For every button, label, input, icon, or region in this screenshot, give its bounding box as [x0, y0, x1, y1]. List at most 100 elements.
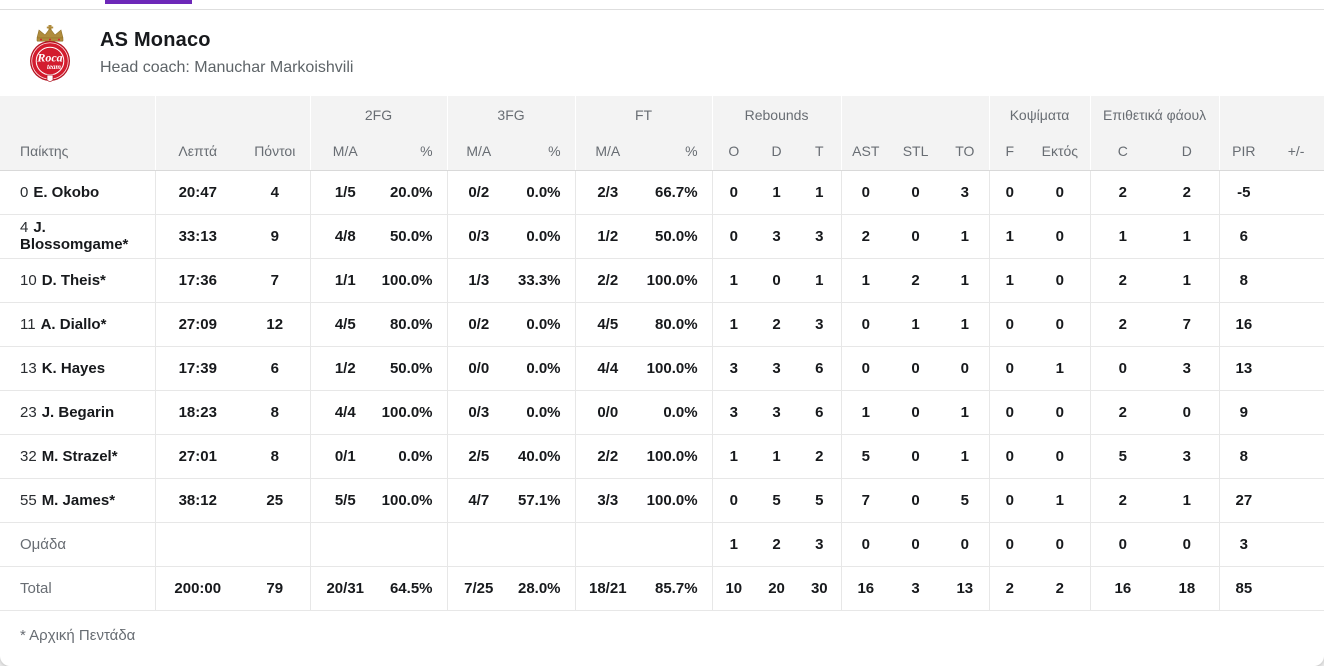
stat-cell: 0.0%	[510, 302, 576, 347]
stat-cell: 0	[1030, 522, 1091, 567]
stat-cell: 85	[1218, 566, 1269, 611]
stat-cell: 0	[890, 434, 942, 479]
player-number: 32	[20, 447, 37, 465]
player-name[interactable]: J. Begarin	[41, 403, 115, 421]
stat-cell: 18:23	[154, 390, 240, 435]
col-ft-pct: %	[640, 133, 713, 171]
stat-cell: 3	[711, 390, 756, 435]
stat-cell: 1/1	[309, 258, 380, 303]
stat-cell: 1	[1089, 214, 1156, 259]
player-cell: 11 A. Diallo*	[0, 302, 155, 347]
player-name[interactable]: M. James*	[41, 491, 116, 509]
stat-cell: 1	[941, 302, 990, 347]
stat-cell: 100.0%	[640, 478, 713, 523]
stat-cell: 3	[1218, 522, 1269, 567]
stat-cell: 100.0%	[640, 434, 713, 479]
team-logo-icon: Roca team	[30, 25, 70, 82]
stat-cell: 7	[840, 478, 891, 523]
stat-cell: 0	[1030, 214, 1091, 259]
stat-cell: 3	[1155, 434, 1220, 479]
stat-cell: 1	[941, 390, 990, 435]
col-pir: PIR	[1218, 133, 1269, 171]
stat-cell: 50.0%	[380, 346, 448, 391]
stat-cell: 2	[755, 522, 799, 567]
stat-cell: 20.0%	[380, 170, 448, 215]
stat-cell: 0	[890, 390, 942, 435]
col-player: Παίκτης	[0, 133, 155, 171]
stat-cell: 57.1%	[510, 478, 576, 523]
stat-cell: 0	[988, 434, 1031, 479]
stat-cell: 4/4	[309, 390, 380, 435]
stat-cell	[240, 522, 310, 567]
column-header-row: Παίκτης Λεπτά Πόντοι M/A % M/A % M/A % O…	[0, 133, 1324, 171]
stat-cell: 50.0%	[640, 214, 713, 259]
stat-cell: 4/5	[574, 302, 641, 347]
stat-cell: 100.0%	[380, 390, 448, 435]
stat-cell: 0	[988, 170, 1031, 215]
stat-cell: 3	[755, 346, 799, 391]
stat-cell: 1/3	[446, 258, 511, 303]
player-name[interactable]: K. Hayes	[41, 359, 106, 377]
stat-cell: 0/3	[446, 390, 511, 435]
col-fouls-c: C	[1089, 133, 1156, 171]
stat-cell	[1268, 566, 1324, 611]
stat-cell	[1268, 302, 1324, 347]
stat-cell: 0	[988, 522, 1031, 567]
stat-cell: -5	[1218, 170, 1269, 215]
stat-cell: 27:09	[154, 302, 240, 347]
team-row-label: Ομάδα	[20, 535, 67, 553]
stat-cell: 0	[988, 478, 1031, 523]
player-name[interactable]: E. Okobo	[33, 183, 100, 201]
player-name[interactable]: M. Strazel*	[41, 447, 118, 465]
player-cell: 55 M. James*	[0, 478, 155, 523]
stat-cell: 0	[840, 170, 891, 215]
stat-cell	[510, 522, 576, 567]
col-reb-o: O	[711, 133, 756, 171]
stat-cell: 27	[1218, 478, 1269, 523]
stat-cell: 2	[890, 258, 942, 303]
stat-cell: 0/0	[446, 346, 511, 391]
table-row: 23 J. Begarin 18:23 8 4/4 100.0% 0/3 0.0% 0/0 0.0…	[0, 390, 1324, 435]
stat-cell: 3	[941, 170, 990, 215]
stat-cell: 0.0%	[510, 214, 576, 259]
stat-cell: 80.0%	[380, 302, 448, 347]
stat-cell: 1/2	[574, 214, 641, 259]
table-row: 55 M. James* 38:12 25 5/5 100.0% 4/7 57.1% 3/3 10…	[0, 478, 1324, 523]
stat-cell: 1	[798, 258, 842, 303]
stat-cell: 5/5	[309, 478, 380, 523]
stat-cell	[1268, 434, 1324, 479]
stat-cell: 0	[1030, 434, 1091, 479]
group-header-empty	[1218, 96, 1324, 133]
total-row-label: Total	[20, 579, 52, 597]
stat-cell: 20/31	[309, 566, 380, 611]
col-blocks-for: F	[988, 133, 1031, 171]
stat-cell: 79	[240, 566, 310, 611]
player-number: 4	[20, 219, 29, 236]
col-points: Πόντοι	[240, 133, 310, 171]
col-2fg-ma: M/A	[309, 133, 380, 171]
stat-cell: 3	[1155, 346, 1220, 391]
player-name[interactable]: A. Diallo*	[40, 315, 107, 333]
stat-cell: 9	[240, 214, 310, 259]
stat-cell: 0	[1030, 170, 1091, 215]
stat-cell	[1268, 478, 1324, 523]
stat-cell: 0	[988, 302, 1031, 347]
stat-cell: 8	[240, 434, 310, 479]
stat-cell: 16	[1089, 566, 1156, 611]
stat-cell	[574, 522, 641, 567]
player-name[interactable]: J. Blossomgame*	[20, 219, 129, 253]
table-body: 0 E. Okobo 20:47 4 1/5 20.0% 0/2 0.0% 2/3 66.7% 0 1…	[0, 170, 1324, 611]
stat-cell: 0	[988, 346, 1031, 391]
stat-cell: 0	[711, 170, 756, 215]
stat-cell: 8	[240, 390, 310, 435]
player-name[interactable]: D. Theis*	[41, 271, 106, 289]
stat-cell: 1	[941, 214, 990, 259]
stat-cell: 1	[798, 170, 842, 215]
stat-cell: 0	[1155, 522, 1220, 567]
stat-cell: 1	[755, 170, 799, 215]
stat-cell: 0	[840, 522, 891, 567]
stat-cell: 4/7	[446, 478, 511, 523]
stat-cell: 3	[711, 346, 756, 391]
stat-cell: 100.0%	[380, 478, 448, 523]
stat-cell	[446, 522, 511, 567]
